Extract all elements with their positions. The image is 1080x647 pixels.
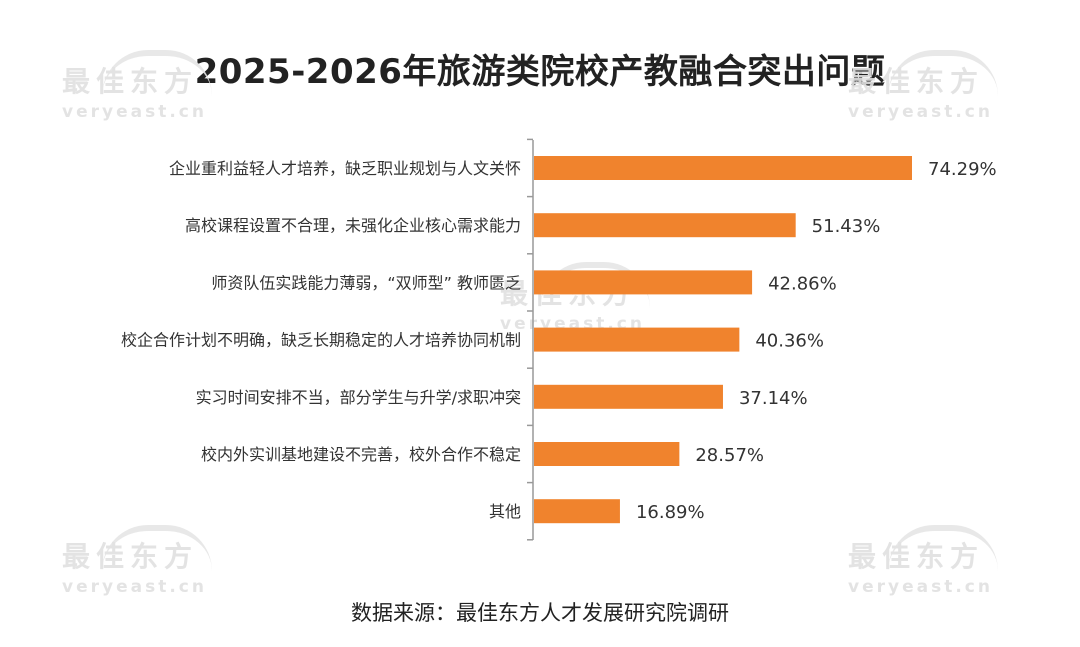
value-label: 74.29%	[928, 159, 997, 180]
chart-title: 2025-2026年旅游类院校产教融合突出问题	[194, 52, 886, 92]
category-label: 企业重利益轻人才培养，缺乏职业规划与人文关怀	[169, 159, 521, 178]
value-label: 28.57%	[695, 445, 764, 466]
category-label: 师资队伍实践能力薄弱，“双师型” 教师匮乏	[211, 273, 521, 292]
bar	[534, 384, 723, 409]
category-label: 高校课程设置不合理，未强化企业核心需求能力	[185, 216, 521, 235]
value-label: 42.86%	[768, 273, 837, 294]
bar	[534, 499, 620, 524]
data-source: 数据来源：最佳东方人才发展研究院调研	[351, 601, 729, 625]
bar	[534, 327, 740, 352]
value-label: 37.14%	[739, 388, 808, 409]
category-label: 校内外实训基地建设不完善，校外合作不稳定	[201, 445, 521, 464]
bar	[534, 213, 796, 238]
bar	[534, 442, 680, 466]
bar	[534, 270, 753, 295]
category-label: 实习时间安排不当，部分学生与升学/求职冲突	[196, 388, 521, 407]
value-label: 40.36%	[755, 331, 824, 352]
value-label: 16.89%	[636, 502, 705, 523]
category-label: 校企合作计划不明确，缺乏长期稳定的人才培养协同机制	[121, 331, 521, 350]
value-label: 51.43%	[812, 216, 881, 237]
bar	[534, 156, 912, 180]
category-label: 其他	[489, 502, 521, 521]
